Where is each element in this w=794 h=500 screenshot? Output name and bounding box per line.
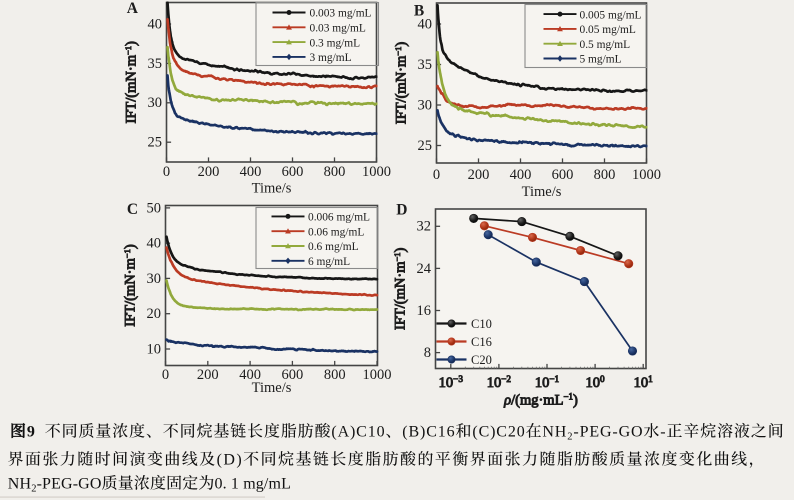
svg-text:400: 400 (510, 167, 532, 183)
svg-text:20: 20 (147, 306, 162, 322)
svg-text:IFT/(mN·m−1): IFT/(mN·m−1) (123, 41, 140, 124)
svg-text:2: 2 (31, 484, 36, 495)
svg-text:24: 24 (417, 261, 432, 277)
svg-text:C20: C20 (471, 353, 492, 367)
svg-text:0.03 mg/mL: 0.03 mg/mL (310, 23, 366, 35)
svg-text:0.06 mg/mL: 0.06 mg/mL (308, 226, 364, 238)
svg-text:10−1: 10−1 (535, 374, 560, 391)
svg-text:400: 400 (239, 367, 261, 383)
svg-text:0.6 mg/mL: 0.6 mg/mL (308, 241, 359, 253)
svg-text:0: 0 (163, 164, 170, 180)
svg-text:6 mg/mL: 6 mg/mL (308, 256, 350, 268)
svg-text:30: 30 (418, 97, 433, 113)
svg-text:NH: NH (542, 424, 567, 441)
svg-text:40: 40 (148, 16, 163, 32)
svg-text:40: 40 (418, 16, 433, 32)
svg-text:200: 200 (198, 164, 220, 180)
svg-text:25: 25 (148, 135, 163, 151)
svg-text:16: 16 (417, 303, 432, 319)
svg-text:-: - (660, 424, 666, 441)
svg-text:1000: 1000 (363, 367, 392, 383)
svg-text:-PEG-GO: -PEG-GO (573, 424, 643, 441)
svg-text:3 mg/mL: 3 mg/mL (310, 52, 352, 64)
svg-text:(A)C10: (A)C10 (331, 424, 385, 441)
svg-text:0: 0 (162, 367, 169, 383)
svg-text:NH: NH (8, 476, 32, 493)
svg-text:5 mg/mL: 5 mg/mL (580, 54, 622, 66)
svg-text:0.006 mg/mL: 0.006 mg/mL (308, 212, 370, 224)
svg-text:(C)C20: (C)C20 (472, 424, 525, 441)
svg-text:0.003 mg/mL: 0.003 mg/mL (310, 8, 372, 20)
svg-text:-PEG-GO: -PEG-GO (37, 476, 102, 493)
svg-text:40: 40 (147, 236, 162, 252)
svg-text:0.05 mg/mL: 0.05 mg/mL (580, 24, 636, 36)
svg-text:1000: 1000 (632, 167, 661, 183)
svg-text:25: 25 (418, 138, 433, 154)
svg-text:8: 8 (424, 345, 431, 361)
svg-text:10: 10 (147, 341, 162, 357)
svg-text:800: 800 (594, 167, 616, 183)
svg-text:35: 35 (148, 56, 163, 72)
svg-text:200: 200 (468, 167, 490, 183)
svg-text:IFT/(mN·m−1): IFT/(mN·m−1) (392, 247, 409, 330)
svg-text:35: 35 (418, 57, 433, 73)
svg-text:50: 50 (147, 200, 162, 216)
svg-text:IFT/(mN·m−1): IFT/(mN·m−1) (122, 244, 139, 327)
svg-text:A: A (127, 0, 139, 17)
svg-text:C: C (127, 201, 138, 218)
svg-text:0: 0 (433, 167, 440, 183)
svg-text:Time/s: Time/s (522, 184, 562, 200)
svg-text:800: 800 (324, 164, 346, 180)
svg-text:10−2: 10−2 (487, 374, 512, 391)
svg-text:200: 200 (197, 367, 219, 383)
svg-text:101: 101 (634, 374, 654, 391)
svg-text:B: B (414, 3, 424, 20)
svg-text:ρ/(mg·mL−1): ρ/(mg·mL−1) (503, 392, 578, 409)
svg-text:(B)C16: (B)C16 (402, 424, 455, 441)
svg-text:30: 30 (148, 95, 163, 111)
svg-text:0.3 mg/mL: 0.3 mg/mL (310, 37, 361, 49)
svg-text:0.5 mg/mL: 0.5 mg/mL (580, 39, 631, 51)
svg-text:9: 9 (27, 424, 36, 441)
svg-text:0. 1 mg/mL: 0. 1 mg/mL (215, 476, 292, 493)
svg-text:0.005 mg/mL: 0.005 mg/mL (580, 9, 642, 21)
svg-text:10−3: 10−3 (439, 374, 464, 391)
svg-text:Time/s: Time/s (252, 181, 292, 197)
svg-text:(D): (D) (217, 452, 244, 469)
svg-text:400: 400 (240, 164, 262, 180)
svg-text:600: 600 (282, 367, 304, 383)
svg-text:C10: C10 (471, 317, 492, 331)
svg-text:600: 600 (282, 164, 304, 180)
svg-text:Time/s: Time/s (252, 380, 292, 396)
svg-text:IFT/(mN·m−1): IFT/(mN·m−1) (393, 42, 410, 125)
svg-text:30: 30 (147, 271, 162, 287)
svg-text:C16: C16 (471, 335, 492, 349)
svg-text:800: 800 (324, 367, 346, 383)
svg-text:600: 600 (552, 167, 574, 183)
svg-text:100: 100 (586, 374, 606, 391)
svg-text:1000: 1000 (362, 164, 391, 180)
svg-text:2: 2 (567, 432, 573, 443)
svg-text:D: D (396, 202, 407, 219)
svg-text:32: 32 (417, 219, 432, 235)
